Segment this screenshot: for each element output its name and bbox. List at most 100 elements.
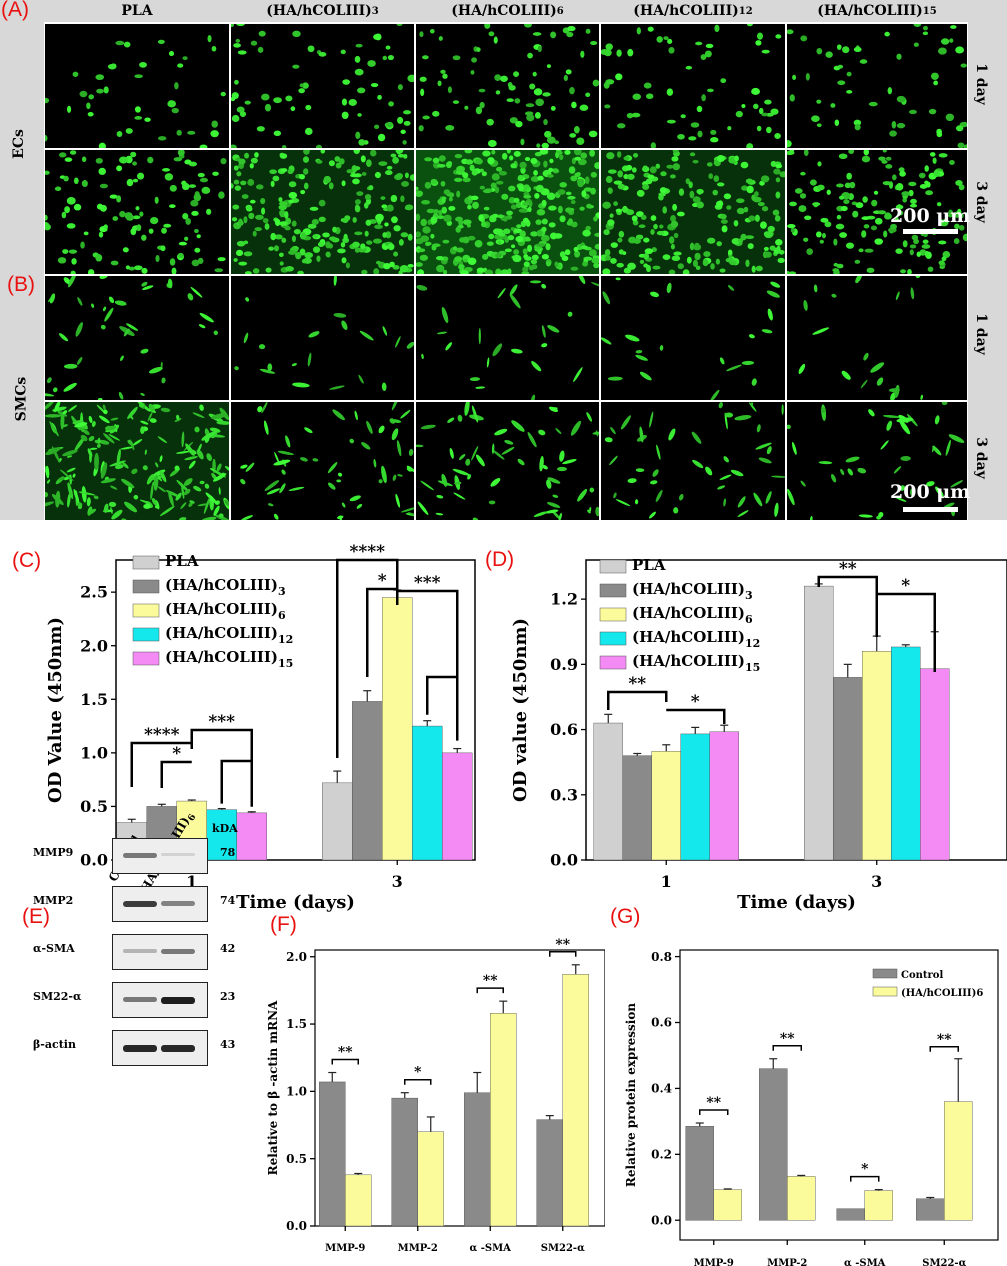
group-label-ecs: ECs [10,129,27,159]
panel-label-b: (B) [7,273,35,296]
significance-bracket [817,575,878,637]
panel-label-f: (F) [270,913,297,936]
legend-entry: PLA [165,552,199,570]
y-tick-label: 0.0 [286,1219,307,1233]
kda-value: 74 [220,894,236,907]
x-tick-label: SM22-α [541,1243,585,1254]
panel-label-g: (G) [610,905,641,928]
blot-band [161,997,195,1004]
y-tick-label: 0.6 [651,1016,672,1030]
significance-bracket [850,1175,880,1182]
legend-entry: (HA/hCOLIII)6 [165,600,286,622]
bar [391,1097,418,1227]
bar [319,1081,346,1227]
right-frame [968,0,1007,520]
significance-label: ** [937,1032,952,1048]
legend-entry: (HA/hCOLIII)12 [165,624,293,646]
protein-label: β-actin [33,1038,76,1051]
x-tick-label: α -SMA [844,1258,886,1266]
plot-frame [115,559,476,861]
bar [787,1176,816,1221]
significance-label: * [414,1065,422,1081]
panel-label-d: (D) [485,548,515,571]
kda-value: 23 [220,990,236,1003]
y-tick-label: 0.6 [550,720,578,739]
legend-swatch [132,627,160,642]
significance-bracket [426,675,459,741]
significance-bracket [666,708,726,724]
bar [206,809,237,861]
chart-d-smcs-proliferation: 0.0 0.3 0.6 0.9 1.2 1 3 Time (days) OD value (45… [510,556,1007,913]
significance-label: ** [706,1095,721,1111]
bar [382,597,413,861]
legend-entry: (HA/hCOLIII)12 [632,628,760,650]
y-tick-label: 0.0 [550,851,578,870]
row-label-smcs-day3: 3 day [972,437,989,479]
significance-bracket [220,759,253,807]
significance-bracket [160,760,192,788]
significance-bracket [336,558,399,758]
y-tick-label: 1.0 [286,1085,307,1099]
bar [944,1101,973,1221]
fluorescence-image [416,276,599,400]
significance-label: * [861,1162,869,1178]
protein-label: MMP9 [33,846,74,859]
legend-entry: (HA/hCOLIII)6 [901,988,983,999]
blot-strip [112,934,208,970]
blot-band [123,1045,157,1052]
fluorescence-image [787,150,967,274]
fluorescence-image [601,24,785,148]
panel-label-a: (A) [1,0,29,21]
bar [412,725,443,861]
y-tick-label: 2.0 [80,636,108,655]
bar [891,646,921,861]
significance-bracket [699,1109,729,1116]
bar [804,585,834,861]
fluorescence-image [787,276,967,400]
blot-band [161,1045,195,1052]
protein-label: α-SMA [33,942,75,955]
significance-bracket [772,1045,802,1051]
bar [490,1013,517,1227]
blot-band [161,853,195,857]
legend-swatch [599,583,627,598]
plot-frame [314,949,605,1227]
y-tick-label: 0.5 [80,797,108,816]
legend-swatch [599,559,627,574]
significance-label: ** [483,973,498,989]
fluorescence-image [231,150,414,274]
left-frame [0,0,44,520]
fluorescence-image [601,402,785,520]
chart-f-mrna-expression: 0.0 0.5 1.0 1.5 2.0 MMP-9 MMP-2 α -SMA SM22-α Rel… [266,937,605,1254]
blot-band [123,949,157,953]
significance-label: * [691,692,700,712]
kda-value: 43 [220,1038,236,1051]
bar [709,731,739,861]
fluorescence-image [45,24,229,148]
fluorescence-image [231,276,414,400]
plot-frame [679,949,999,1241]
bar [833,677,863,861]
x-tick-label: 3 [871,872,882,891]
plot-frame [585,559,1007,861]
legend-swatch [599,631,627,646]
y-tick-label: 0.0 [651,1213,672,1227]
legend-swatch [872,986,898,997]
significance-label: ** [338,1045,353,1061]
column-header: (HA/hCOLIII) 6 [416,0,599,22]
bar [680,733,710,861]
x-tick-label: 3 [392,872,403,891]
significance-label: *** [208,712,235,732]
legend-swatch [132,651,160,666]
bar [417,1131,444,1227]
x-axis-label: Time (days) [236,892,355,913]
y-tick-label: 0.5 [286,1152,307,1166]
x-tick-label: MMP-2 [767,1258,807,1266]
y-tick-label: 1.5 [286,1017,307,1031]
protein-label: MMP2 [33,894,74,907]
legend-swatch [132,603,160,618]
scale-bar-label-ecs: 200 μm [890,205,971,227]
chart-g-protein-expression: 0.0 0.2 0.4 0.6 0.8 MMP-9 MMP-2 α -SMA SM22-α Rel… [624,949,999,1266]
significance-label: * [172,744,181,764]
y-tick-label: 1.5 [80,690,108,709]
